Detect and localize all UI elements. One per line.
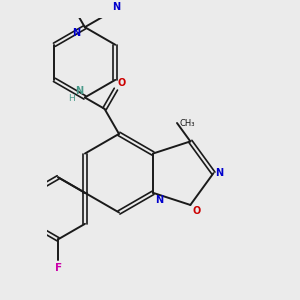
Text: N: N bbox=[75, 86, 83, 96]
Text: CH₃: CH₃ bbox=[179, 118, 195, 127]
Text: N: N bbox=[73, 28, 81, 38]
Text: F: F bbox=[55, 263, 62, 273]
Text: H: H bbox=[68, 94, 74, 103]
Text: N: N bbox=[155, 195, 163, 205]
Text: O: O bbox=[118, 78, 126, 88]
Text: O: O bbox=[192, 206, 201, 216]
Text: N: N bbox=[215, 168, 223, 178]
Text: N: N bbox=[112, 2, 120, 12]
